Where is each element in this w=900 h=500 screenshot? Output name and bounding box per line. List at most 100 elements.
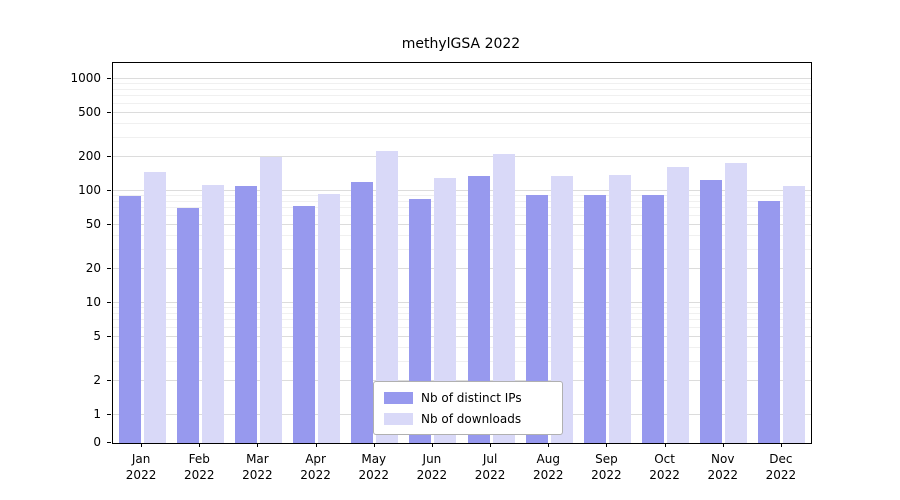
major-gridline (113, 268, 811, 270)
major-gridline (113, 156, 811, 158)
x-tick-label: Apr 2022 (300, 452, 331, 482)
x-tick-label: Feb 2022 (183, 452, 215, 482)
x-tick-mark (722, 443, 724, 447)
bar-distinct-ips-jul (467, 175, 490, 443)
y-tick-label: 10 (85, 295, 101, 309)
minor-gridline (113, 326, 811, 328)
legend: Nb of distinct IPs Nb of downloads (373, 381, 563, 435)
bar-distinct-ips-jan (118, 196, 141, 443)
x-tick-label: Jan 2022 (125, 452, 157, 482)
minor-gridline (113, 207, 811, 209)
minor-gridline (113, 346, 811, 348)
bar-distinct-ips-mar (234, 186, 257, 443)
major-gridline (113, 223, 811, 225)
legend-swatch-downloads (384, 412, 413, 425)
bar-downloads-feb (201, 185, 224, 443)
legend-label-downloads: Nb of downloads (421, 411, 522, 426)
y-tick-mark (107, 223, 111, 225)
y-tick-mark (107, 335, 111, 337)
x-tick-mark (373, 443, 375, 447)
major-gridline (113, 190, 811, 191)
chart-title: methylGSA 2022 (401, 36, 521, 52)
x-tick-label: Mar 2022 (242, 452, 273, 482)
minor-gridline (113, 360, 811, 362)
bar-downloads-jan (143, 171, 166, 443)
bar-downloads-dec (783, 185, 806, 443)
y-tick-label: 1 (93, 407, 101, 421)
y-tick-mark (107, 442, 111, 443)
x-tick-mark (664, 443, 666, 447)
x-tick-label: Sep 2022 (591, 452, 622, 482)
minor-gridline (113, 83, 811, 85)
y-tick-label: 50 (85, 216, 101, 231)
minor-gridline (113, 307, 811, 309)
x-tick-label: Jul 2022 (474, 452, 506, 482)
bar-downloads-jun (434, 178, 457, 443)
y-tick-mark (107, 268, 111, 270)
legend-item-downloads: Nb of downloads (384, 410, 552, 427)
minor-gridline (113, 195, 811, 197)
bar-distinct-ips-oct (642, 194, 665, 443)
y-tick-label: 200 (78, 149, 101, 164)
bar-downloads-apr (318, 193, 341, 443)
minor-gridline (113, 136, 811, 138)
bar-distinct-ips-aug (525, 194, 548, 443)
y-tick-mark (107, 78, 111, 79)
y-tick-mark (107, 156, 111, 158)
bar-downloads-nov (725, 162, 748, 443)
minor-gridline (113, 95, 811, 97)
minor-gridline (113, 214, 811, 216)
bar-distinct-ips-apr (293, 206, 316, 443)
x-tick-mark (315, 443, 317, 447)
x-tick-mark (199, 443, 201, 447)
minor-gridline (113, 312, 811, 314)
x-tick-label: Oct 2022 (649, 452, 680, 482)
major-gridline (113, 380, 811, 382)
minor-gridline (113, 319, 811, 321)
minor-gridline (113, 122, 811, 124)
minor-gridline (113, 200, 811, 202)
bar-distinct-ips-feb (176, 208, 199, 443)
major-gridline (113, 78, 811, 79)
major-gridline (113, 302, 811, 303)
major-gridline (113, 111, 811, 113)
x-tick-mark (548, 443, 550, 447)
bar-downloads-oct (667, 166, 690, 443)
x-tick-label: Dec 2022 (765, 452, 797, 482)
bar-distinct-ips-nov (700, 179, 723, 443)
y-tick-label: 2 (93, 373, 101, 388)
bar-distinct-ips-sep (583, 195, 606, 443)
legend-label-distinct-ips: Nb of distinct IPs (421, 390, 522, 405)
x-tick-label: Nov 2022 (707, 452, 739, 482)
y-tick-label: 0 (93, 435, 101, 449)
y-tick-label: 1000 (70, 71, 101, 85)
x-tick-label: Jun 2022 (416, 452, 448, 482)
x-tick-mark (141, 443, 143, 447)
x-tick-mark (780, 443, 782, 447)
y-tick-mark (107, 190, 111, 191)
bar-distinct-ips-dec (758, 200, 781, 443)
legend-swatch-distinct-ips (384, 391, 413, 404)
minor-gridline (113, 248, 811, 250)
major-gridline (113, 335, 811, 337)
y-tick-mark (107, 302, 111, 303)
y-tick-label: 500 (78, 104, 101, 119)
y-tick-mark (107, 111, 111, 113)
bar-downloads-sep (608, 174, 631, 443)
minor-gridline (113, 234, 811, 236)
bar-downloads-aug (550, 176, 573, 443)
y-tick-mark (107, 414, 111, 415)
x-tick-mark (431, 443, 433, 447)
y-tick-label: 20 (85, 261, 101, 276)
bar-downloads-may (376, 150, 399, 443)
y-tick-label: 5 (93, 328, 101, 343)
legend-item-distinct-ips: Nb of distinct IPs (384, 389, 552, 406)
y-tick-label: 100 (78, 183, 101, 197)
minor-gridline (113, 88, 811, 90)
x-tick-label: May 2022 (358, 452, 390, 482)
plot-area: Nb of distinct IPs Nb of downloads (112, 62, 812, 444)
bar-downloads-mar (259, 157, 282, 443)
x-tick-label: Aug 2022 (532, 452, 564, 482)
minor-gridline (113, 102, 811, 104)
